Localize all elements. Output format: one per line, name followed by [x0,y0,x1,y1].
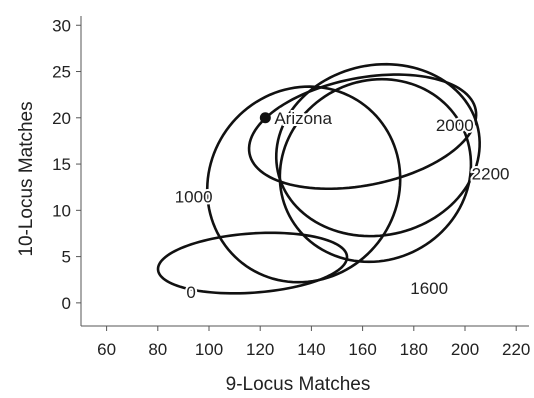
annotation-layer: 0 1000 1600 2000 2200 Arizona [173,107,512,304]
ellipse-2200 [274,62,481,238]
annotation-0: 0 [186,283,195,302]
ellipse-1600 [278,77,473,264]
x-axis-title: 9-Locus Matches [226,374,371,395]
x-tick-label: 200 [451,340,479,359]
annotation-arizona: Arizona [274,109,332,128]
x-tick-label: 100 [195,340,223,359]
y-tick-label: 0 [62,294,71,313]
x-tick-label: 60 [97,340,116,359]
y-tick-label: 20 [52,109,71,128]
y-axis-title: 10-Locus Matches [16,101,37,256]
x-tick-label: 140 [297,340,325,359]
y-tick-label: 30 [52,16,71,35]
axes: 0 5 10 15 20 25 30 60 80 100 120 140 160 180 200 220 [52,16,530,359]
y-tick-label: 15 [52,155,71,174]
annotation-1000: 1000 [175,187,213,206]
y-tick-label: 5 [62,248,71,267]
x-tick-label: 80 [148,340,167,359]
ellipse-layer [156,62,481,295]
y-tick-label: 10 [52,201,71,220]
ellipse-0 [156,231,349,295]
point-layer [259,112,271,124]
ellipse-2000 [247,73,478,191]
ellipse-1000 [205,85,402,284]
annotation-2000: 2000 [436,116,474,135]
x-tick-label: 220 [502,340,530,359]
x-tick-label: 120 [246,340,274,359]
arizona-point [259,112,271,124]
x-tick-label: 160 [348,340,376,359]
y-tick-label: 25 [52,63,71,82]
annotation-2200: 2200 [472,164,510,183]
annotation-1600: 1600 [410,279,448,298]
x-tick-label: 180 [400,340,428,359]
